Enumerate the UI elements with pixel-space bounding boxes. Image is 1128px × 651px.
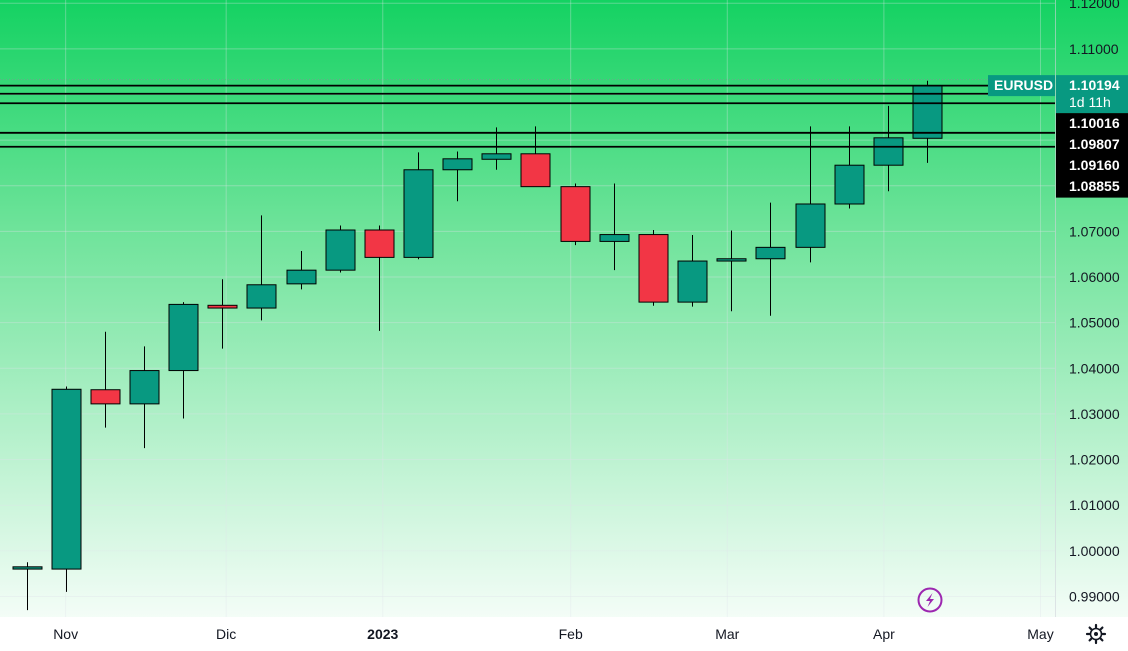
candle — [168, 302, 199, 419]
level-label-bg — [1056, 134, 1128, 156]
gear-icon[interactable] — [1085, 623, 1107, 645]
candle — [403, 152, 434, 260]
symbol-tag-bg — [988, 75, 1055, 97]
candle-body — [168, 303, 199, 372]
price-axis-corner — [1056, 617, 1128, 651]
x-tick-label: Feb — [559, 626, 583, 642]
candle — [599, 183, 630, 271]
candle-body — [207, 304, 238, 309]
candle-body — [560, 186, 591, 242]
candle — [795, 126, 826, 263]
level-label-bg — [1056, 155, 1128, 177]
candle-body — [442, 158, 473, 171]
y-tick-label: 1.04000 — [1069, 360, 1120, 376]
level-price-label: 1.08855 — [1056, 176, 1128, 198]
level-label-bg — [1056, 113, 1128, 135]
candle — [207, 279, 238, 349]
level-price-label: 1.09807 — [1056, 134, 1128, 156]
last-price-label-bg — [1056, 75, 1128, 114]
candle — [755, 202, 786, 316]
candle-body — [599, 234, 630, 242]
x-tick-label: Dic — [216, 626, 236, 642]
candle-body — [481, 153, 512, 160]
candle-body — [834, 164, 865, 205]
candle — [325, 225, 356, 273]
candle — [677, 235, 708, 307]
y-tick-label: 1.07000 — [1069, 223, 1120, 239]
y-tick-label: 1.00000 — [1069, 543, 1120, 559]
candle-body — [716, 258, 747, 262]
countdown-label: 1d 11h — [1069, 94, 1111, 110]
candle — [286, 250, 317, 290]
candle-body — [246, 284, 277, 309]
level-label-bg — [1056, 176, 1128, 198]
candle-body — [403, 169, 434, 258]
candle-body — [873, 137, 904, 166]
candle — [560, 183, 591, 246]
level-label-text: 1.10016 — [1069, 115, 1120, 131]
candle — [520, 126, 551, 188]
candle-body — [364, 229, 395, 258]
y-tick-label: 0.99000 — [1069, 588, 1120, 604]
y-tick-label: 1.11000 — [1069, 41, 1119, 57]
candle — [442, 151, 473, 202]
horizontal-levels — [0, 79, 1055, 148]
candle-body — [755, 246, 786, 260]
lightning-icon[interactable] — [917, 587, 943, 613]
level-label-text: 1.09807 — [1069, 136, 1120, 152]
candle — [716, 230, 747, 312]
time-axis[interactable]: Nov Dic 2023 Feb Mar Apr May — [53, 617, 1128, 651]
symbol-tag-text: EURUSD — [994, 77, 1053, 93]
level-label-text: 1.09160 — [1069, 157, 1120, 173]
candle-body — [677, 260, 708, 303]
candle — [481, 127, 512, 170]
candle-body — [90, 389, 121, 405]
candle-body — [12, 566, 43, 570]
candle — [90, 331, 121, 428]
x-tick-label: Mar — [715, 626, 739, 642]
candle — [834, 126, 865, 209]
y-tick-label: 1.02000 — [1069, 452, 1120, 468]
candle — [873, 105, 904, 192]
y-tick-label: 1.01000 — [1069, 497, 1120, 513]
level-price-label: 1.10016 — [1056, 113, 1128, 135]
candle — [129, 346, 160, 449]
candle — [51, 386, 82, 592]
y-tick-label: 1.03000 — [1069, 406, 1120, 422]
candle-body — [51, 388, 82, 570]
x-tick-label: 2023 — [367, 626, 398, 642]
candle-body — [286, 269, 317, 285]
level-label-text: 1.08855 — [1069, 178, 1120, 194]
candle — [638, 230, 669, 306]
y-tick-label: 1.12000 — [1069, 0, 1120, 11]
candles — [12, 80, 943, 611]
last-price-label: 1.10194 — [1069, 77, 1120, 93]
candle-body — [129, 370, 160, 405]
candle-body — [638, 234, 669, 303]
x-tick-label: Apr — [873, 626, 895, 642]
candle-body — [325, 229, 356, 271]
x-tick-label: Nov — [53, 626, 78, 642]
time-axis-background — [0, 617, 1128, 651]
candle — [12, 562, 43, 611]
candle-body — [520, 153, 551, 188]
y-tick-label: 1.06000 — [1069, 269, 1120, 285]
candle — [364, 225, 395, 331]
candle — [246, 215, 277, 321]
level-price-label: 1.09160 — [1056, 155, 1128, 177]
x-tick-label: May — [1027, 626, 1053, 642]
candle-body — [795, 203, 826, 248]
y-tick-label: 1.05000 — [1069, 315, 1120, 331]
